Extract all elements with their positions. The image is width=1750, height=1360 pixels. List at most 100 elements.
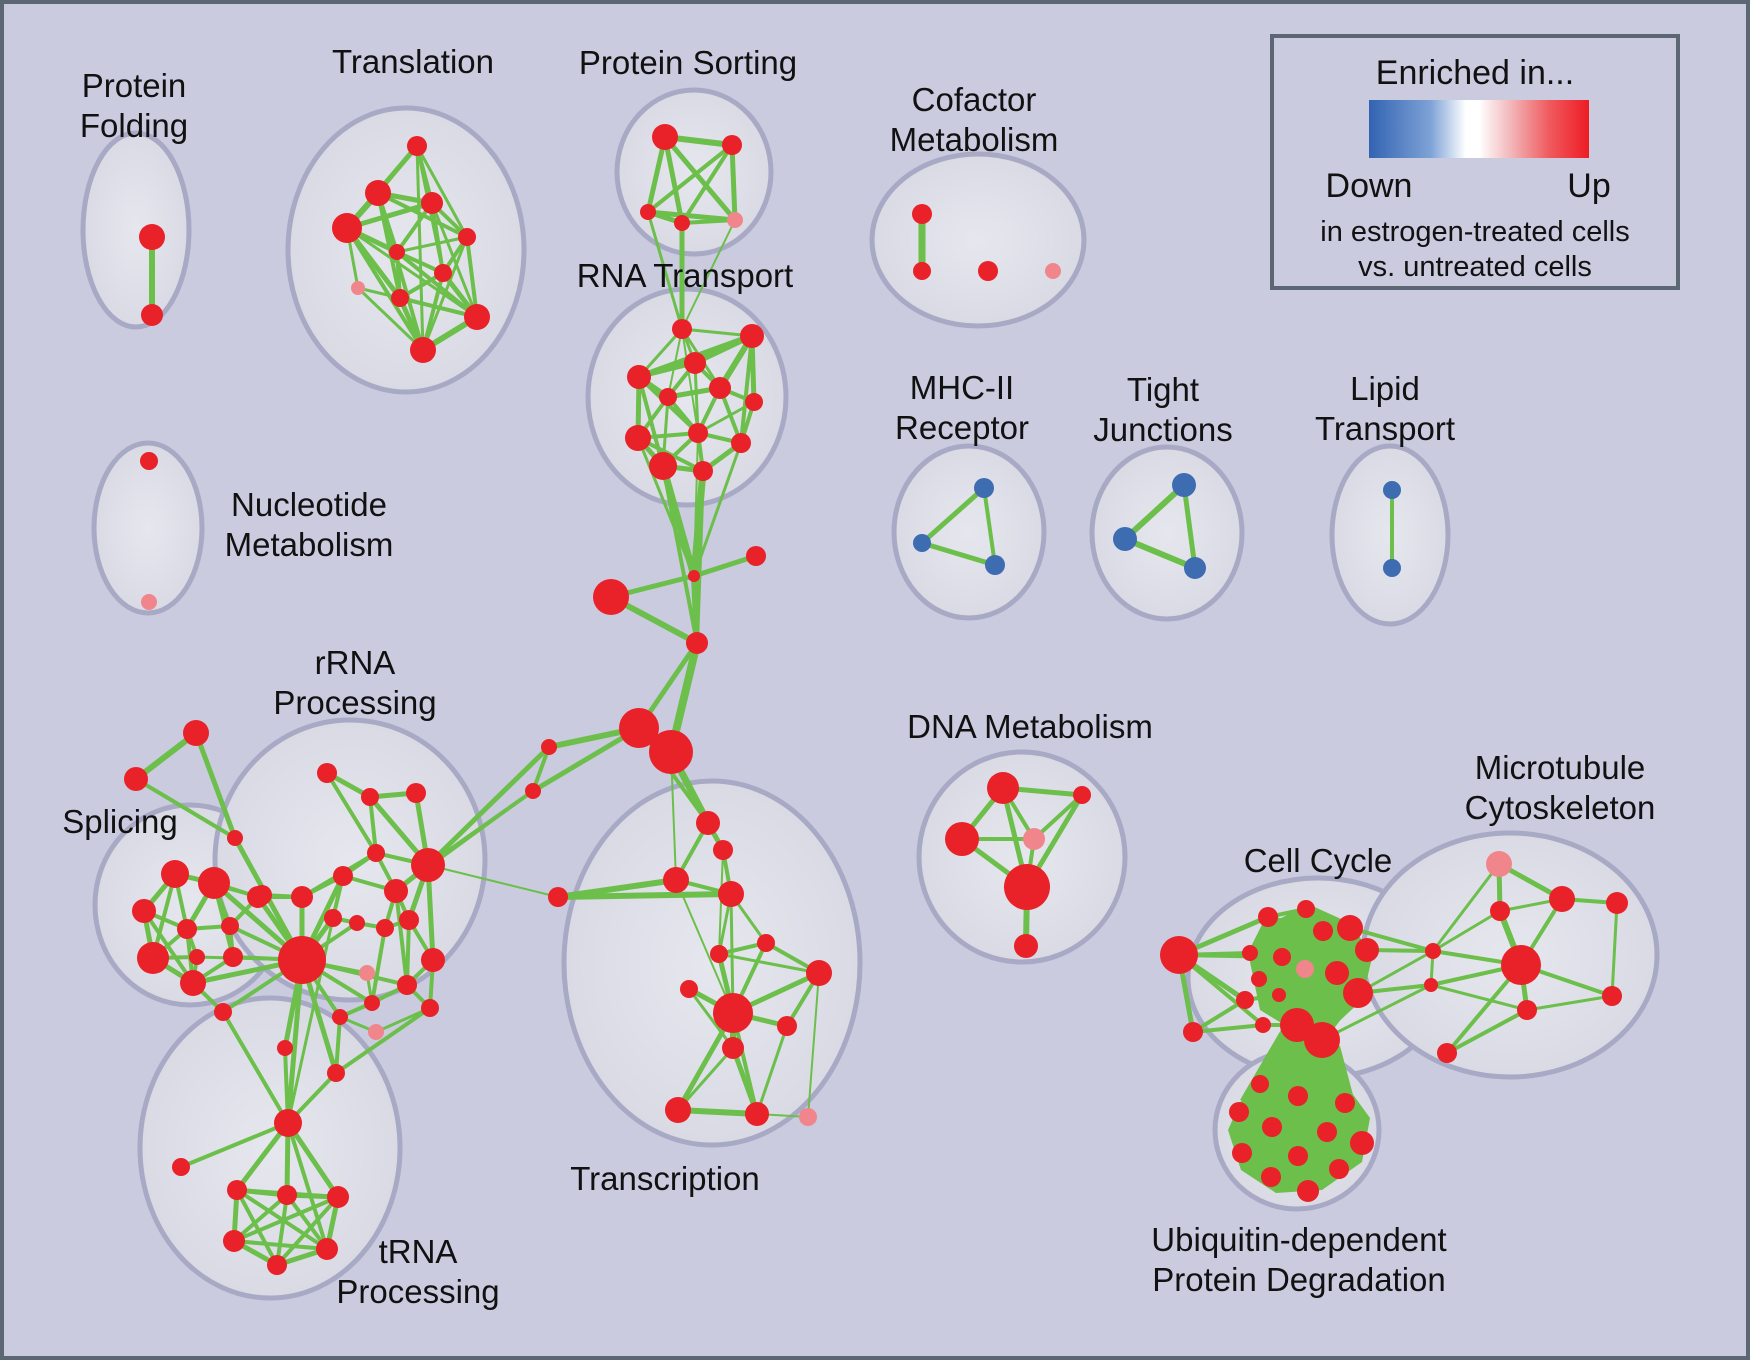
gene-set-node-rt11 xyxy=(649,452,677,480)
gene-set-node-cc9 xyxy=(1355,938,1379,962)
edge-m4-m6 xyxy=(334,1015,342,1075)
edge-hub4-t3 xyxy=(285,1120,341,1200)
gene-set-node-cof2 xyxy=(913,262,931,280)
edge-tr4-tr10 xyxy=(345,226,479,319)
edge-tr3-tr10 xyxy=(430,201,479,319)
edge-t2-t4 xyxy=(232,1193,289,1243)
gene-set-node-hub3 xyxy=(278,936,326,984)
edge-tr6-tr10 xyxy=(395,250,479,319)
gene-set-node-t2 xyxy=(277,1185,297,1205)
cluster-label-nucleotide-metabolism: Metabolism xyxy=(225,526,394,563)
gene-set-node-rp10 xyxy=(376,919,394,937)
cluster-label-mhc-ii-receptor: MHC-II xyxy=(910,369,1014,406)
gene-set-node-ub5 xyxy=(1262,1117,1282,1137)
gene-set-node-rp4 xyxy=(367,844,385,862)
gene-set-node-rt5 xyxy=(709,377,731,399)
cluster-label-protein-folding: Protein xyxy=(82,67,187,104)
cluster-label-lipid-transport: Transport xyxy=(1315,410,1455,447)
cluster-ellipse-nucleotide-metabolism xyxy=(91,440,205,616)
edge-br2-mt7 xyxy=(1429,983,1529,1012)
gene-set-node-sp5 xyxy=(221,917,239,935)
edge-rt7-rt8 xyxy=(696,400,756,435)
edge-cc17-cc12 xyxy=(1191,998,1247,1034)
gene-set-node-sp11 xyxy=(214,1003,232,1021)
edge-ps5-rt1 xyxy=(681,219,736,330)
edge-t3-t4 xyxy=(232,1195,340,1243)
gene-set-node-ps5 xyxy=(727,212,743,228)
edge-hub4-iso1 xyxy=(179,1121,290,1169)
gene-set-node-t4 xyxy=(223,1230,245,1252)
gene-set-node-ub6 xyxy=(1317,1122,1337,1142)
gene-set-node-hub4 xyxy=(274,1109,302,1137)
gene-set-node-cof3 xyxy=(978,261,998,281)
legend: Enriched in... Down Up in estrogen-treated … xyxy=(1270,34,1680,290)
gene-set-node-mt7 xyxy=(1517,1000,1537,1020)
gene-set-node-m7 xyxy=(277,1040,293,1056)
gene-set-node-ub9 xyxy=(1288,1146,1308,1166)
cluster-label-cofactor-metabolism: Metabolism xyxy=(890,121,1059,158)
gene-set-node-dm2 xyxy=(1073,786,1091,804)
gene-set-node-ub8 xyxy=(1232,1143,1252,1163)
edge-rt12-mid3 xyxy=(695,469,705,645)
gene-set-node-ps1 xyxy=(652,124,678,150)
cluster-label-transcription: Transcription xyxy=(570,1160,760,1197)
gene-set-node-rp13 xyxy=(291,886,313,908)
gene-set-node-cc5 xyxy=(1242,945,1258,961)
legend-box xyxy=(1270,34,1680,290)
gene-set-node-tc2 xyxy=(713,840,733,860)
gene-set-node-nuc2 xyxy=(141,594,157,610)
gene-set-node-rp5 xyxy=(333,866,353,886)
gene-set-node-m6 xyxy=(327,1064,345,1082)
gene-set-node-rt1 xyxy=(672,319,692,339)
edge-cc2-cc7 xyxy=(1303,907,1308,971)
gene-set-node-rp8 xyxy=(324,909,342,927)
gene-set-node-lip2 xyxy=(1383,559,1401,577)
gene-set-node-cc13 xyxy=(1343,978,1373,1008)
legend-gradient-bar xyxy=(1369,100,1589,158)
gene-set-node-ub11 xyxy=(1261,1167,1281,1187)
edge-tj2-tj3 xyxy=(1122,536,1198,571)
gene-set-node-tr10 xyxy=(464,304,490,330)
edge-ch1-mid2 xyxy=(691,553,759,579)
edge-hub4-sp11 xyxy=(221,1010,290,1125)
gene-set-node-tr8 xyxy=(351,281,365,295)
gene-set-node-rt6 xyxy=(659,388,677,406)
gene-set-node-mhc2 xyxy=(913,534,931,552)
edge-m2-m6 xyxy=(334,1006,432,1075)
legend-caption-line2: vs. untreated cells xyxy=(1358,251,1592,283)
gene-set-node-mid3 xyxy=(686,632,708,654)
edge-tr5-tr10 xyxy=(465,235,479,319)
gene-set-node-tc9 xyxy=(713,993,753,1033)
cluster-label-microtubule-cytoskeleton: Microtubule xyxy=(1475,749,1646,786)
gene-set-node-cc6 xyxy=(1273,948,1291,966)
cluster-label-dna-metabolism: DNA Metabolism xyxy=(907,708,1153,745)
gene-set-node-cc7 xyxy=(1296,960,1314,978)
gene-set-node-cc10 xyxy=(1251,971,1267,987)
gene-set-node-cof4 xyxy=(1045,263,1061,279)
gene-set-node-dm3 xyxy=(945,822,979,856)
gene-set-node-rp3 xyxy=(406,783,426,803)
gene-set-node-tc11 xyxy=(722,1037,744,1059)
edge-mt5-mt6 xyxy=(1610,901,1619,998)
edge-cc15-br2 xyxy=(1320,983,1433,1042)
edge-cc17-cc16 xyxy=(1191,1023,1265,1034)
gene-set-node-rp9 xyxy=(349,915,365,931)
edge-rt2-rt10 xyxy=(739,334,754,445)
edge-tr5-tr6 xyxy=(395,235,469,254)
edge-tr8-tr11 xyxy=(356,286,425,352)
edge-ps2-ps3 xyxy=(646,143,734,214)
edge-mt7-mt8 xyxy=(1445,1008,1529,1055)
edge-st1-st3 xyxy=(193,730,238,841)
gene-set-node-mt2 xyxy=(1549,886,1575,912)
cluster-ellipse-protein-folding xyxy=(80,130,192,330)
cluster-label-tight-junctions: Junctions xyxy=(1093,411,1232,448)
gene-set-node-rp1 xyxy=(317,763,337,783)
edge-rp2-rp4 xyxy=(368,795,378,855)
gene-set-node-cc16 xyxy=(1255,1017,1271,1033)
edge-tj1-tj3 xyxy=(1181,482,1198,571)
edge-pk2-m2 xyxy=(374,1006,432,1034)
gene-set-node-cc15 xyxy=(1304,1022,1340,1058)
